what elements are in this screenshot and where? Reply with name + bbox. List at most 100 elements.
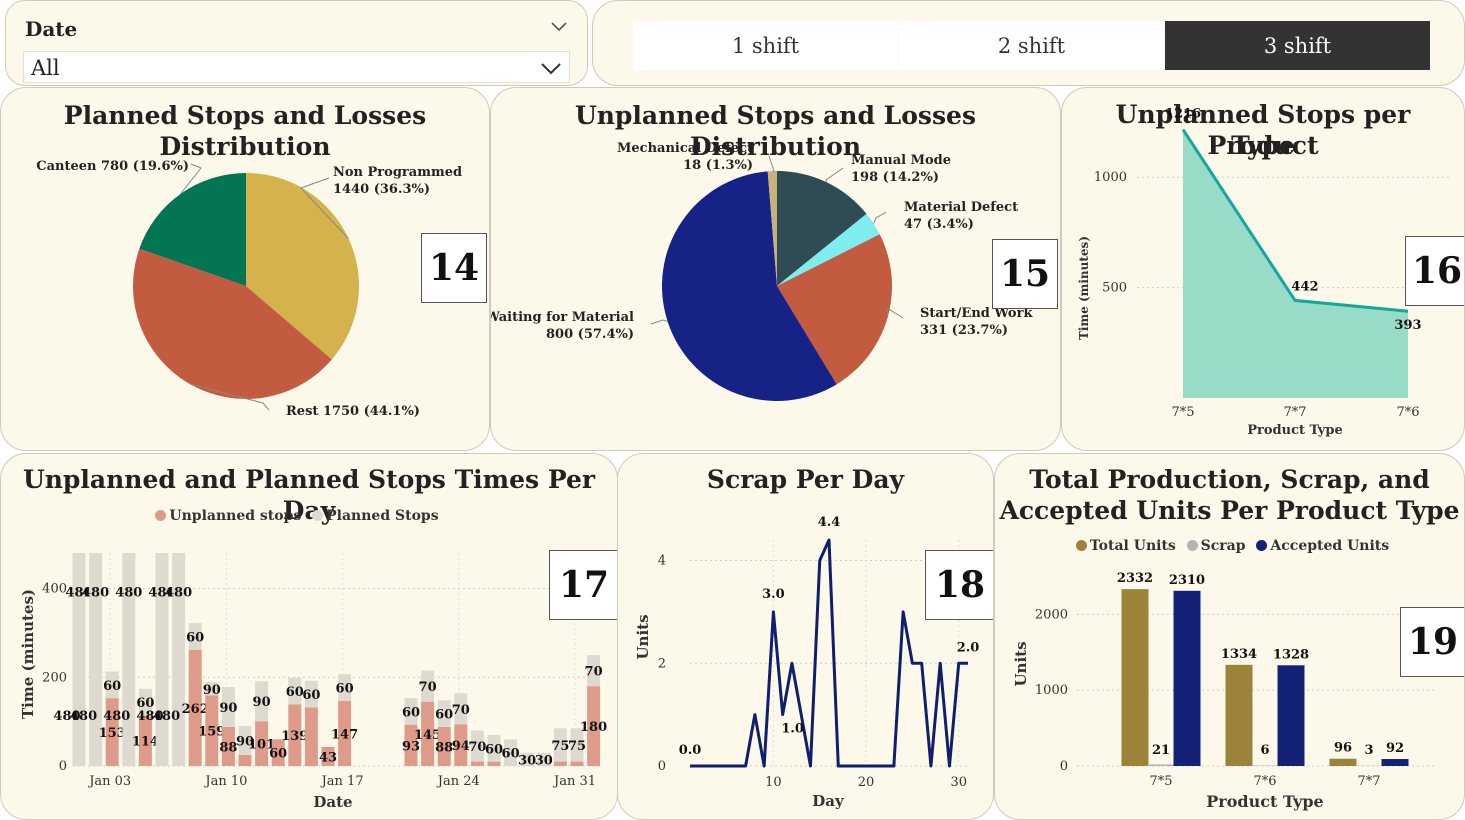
pie-label-rest: Rest 1750 (44.1%)	[286, 404, 420, 419]
pie-leader-line	[825, 167, 844, 183]
pie-leader-line	[189, 383, 270, 411]
x-tick-label: Jan 17	[320, 774, 364, 789]
data-label-unplanned: 88	[435, 740, 453, 755]
collapse-chevron-icon[interactable]	[550, 17, 568, 35]
x-axis-title: Product Type	[1206, 792, 1323, 811]
bar-unplanned	[338, 700, 352, 766]
data-label-planned: 60	[136, 696, 154, 711]
data-label-unplanned: 159	[198, 725, 225, 740]
data-label-unplanned: 43	[319, 750, 337, 765]
pie-leader-line	[180, 163, 202, 195]
total-production-legend: Total Units Scrap Accepted Units	[995, 538, 1464, 554]
pie-slice-rest	[133, 248, 332, 399]
bar-scrap	[1147, 764, 1175, 766]
bar-unplanned	[553, 761, 567, 766]
data-label-planned: 90	[219, 701, 237, 716]
bar-planned	[89, 553, 103, 766]
data-label: 3.0	[762, 587, 785, 602]
pie-slice-manual-mode	[777, 171, 867, 286]
data-label-planned: 60	[336, 681, 354, 696]
y-axis-title: Units	[634, 614, 652, 659]
bar-unplanned	[454, 724, 468, 766]
bar-planned	[188, 623, 202, 650]
data-label-planned: 90	[253, 695, 271, 710]
x-tick-label: 7*6	[1396, 405, 1419, 420]
total-production-title-2: Accepted Units Per Product Type	[999, 496, 1460, 525]
bar-unplanned	[570, 761, 584, 766]
area-line	[1181, 128, 1409, 313]
x-tick-label: 30	[950, 775, 967, 790]
total-production-title-1: Total Production, Scrap, and	[1029, 465, 1430, 494]
area-fill	[1183, 129, 1408, 398]
bar-unplanned	[205, 695, 219, 766]
data-label-planned: 90	[203, 683, 221, 698]
bar-planned	[221, 687, 235, 727]
bar-planned	[470, 730, 484, 762]
data-label-unplanned: 147	[331, 727, 358, 742]
x-tick-label: 7*7	[1283, 405, 1306, 420]
x-tick-label: Jan 24	[436, 774, 480, 789]
shift-3-button[interactable]: 3 shift	[1165, 21, 1430, 70]
bar-planned	[255, 681, 269, 722]
data-label-planned: 60	[286, 685, 304, 700]
data-label: 393	[1394, 318, 1421, 333]
bar-planned	[138, 688, 152, 716]
bar-planned	[72, 553, 86, 766]
x-tick-label: Jan 10	[203, 774, 247, 789]
stops-per-day-title: Unplanned and Planned Stops Times Per Da…	[22, 465, 596, 525]
y-tick-label: 0	[658, 759, 666, 774]
bar-unplanned	[221, 726, 235, 766]
x-tick-label: 20	[858, 775, 875, 790]
bar-unplanned	[404, 724, 418, 766]
pie-leader-line	[768, 155, 775, 172]
pie-value-waiting-for-material: 800 (57.4%)	[546, 327, 634, 342]
product-type-area-chart: 500 1000 1216 7*5 442 7*7 393 7*6 Product Type Ti…	[1077, 107, 1452, 438]
data-label: 1328	[1273, 647, 1309, 662]
pie-label-material-defect: Material Defect	[904, 200, 1018, 215]
scrap-per-day-panel: Scrap Per Day 0 2 4 10 20 30 0.0 3.0 1.0 4.4 2.0 Da…	[617, 453, 994, 820]
data-label: 0.0	[679, 743, 702, 758]
bar-unplanned	[188, 649, 202, 766]
data-label-unplanned: 145	[414, 728, 441, 743]
x-tick-label: 7*6	[1253, 774, 1276, 789]
total-production-panel: Total Production, Scrap, and Accepted Un…	[994, 453, 1465, 820]
bar-accepted-units	[1173, 590, 1201, 766]
legend-marker-icon	[1075, 540, 1087, 551]
shift-1-button[interactable]: 1 shift	[633, 21, 898, 70]
bar-planned	[487, 734, 501, 762]
data-label-unplanned: 94	[452, 739, 470, 754]
bar-unplanned	[255, 721, 269, 766]
pie-label-start-end-work: Start/End Work	[920, 306, 1033, 321]
bar-unplanned	[587, 686, 601, 766]
planned-stops-pie-chart: Non Programmed 1440 (36.3%) Rest 1750 (44.…	[36, 159, 462, 419]
pie-slice-start-end-work	[777, 234, 892, 385]
y-axis-title: Time (minutes)	[19, 589, 37, 719]
bar-unplanned	[304, 707, 318, 766]
legend-unplanned: Unplanned stops	[169, 508, 302, 524]
product-type-title-2: Type	[1231, 131, 1295, 160]
shift-2-button[interactable]: 2 shift	[899, 21, 1164, 70]
y-tick-label: 1000	[1094, 170, 1127, 185]
y-tick-label: 200	[42, 670, 67, 685]
data-label: 3	[1364, 743, 1373, 758]
panel-number-badge: 16	[1405, 236, 1464, 306]
date-dropdown[interactable]: All	[23, 51, 570, 83]
data-label-planned: 75	[551, 739, 569, 754]
stops-per-day-bar-chart: 0 200 400 Jan 03 Jan 10 Jan 17 Jan 24 Jan 31 480…	[19, 553, 607, 811]
x-axis-title: Product Type	[1247, 423, 1342, 438]
data-label: 1.0	[781, 722, 804, 737]
bar-planned	[587, 655, 601, 687]
scrap-per-day-line-chart: 0 2 4 10 20 30 0.0 3.0 1.0 4.4 2.0 Day Units	[634, 515, 979, 810]
data-label: 21	[1152, 743, 1170, 758]
panel-number-badge: 15	[992, 239, 1058, 309]
data-label-planned: 480	[165, 585, 192, 600]
data-label-planned: 30	[535, 753, 553, 768]
data-label: 1216	[1165, 107, 1201, 122]
unplanned-stops-panel: Unplanned Stops and Losses Distribution …	[490, 87, 1061, 451]
bar-unplanned	[288, 704, 302, 766]
date-filter-label: Date	[25, 17, 78, 41]
bar-unplanned	[105, 698, 119, 766]
data-label-unplanned: 88	[219, 740, 237, 755]
data-label: 2332	[1117, 571, 1153, 586]
x-axis-title: Date	[313, 793, 352, 811]
